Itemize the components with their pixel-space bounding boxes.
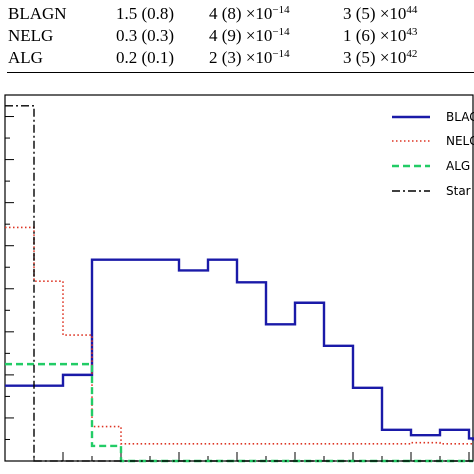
data-table: BLAGN 1.5 (0.8) 4 (8) ×10−14 3 (5) ×1044… <box>0 0 474 75</box>
series-line-blagn <box>5 258 474 441</box>
axis-ticks <box>4 94 470 462</box>
cell-col3: 3 (5) ×1044 <box>343 4 418 23</box>
cell-col1: 1.5 (0.8) <box>116 4 175 23</box>
table-row: BLAGN 1.5 (0.8) 4 (8) ×10−14 3 (5) ×1044 <box>0 3 474 25</box>
cell-col2: 4 (9) ×10−14 <box>209 26 290 45</box>
cell-col1: 0.2 (0.1) <box>116 48 175 67</box>
table-row: ALG 0.2 (0.1) 2 (3) ×10−14 3 (5) ×1042 <box>0 47 474 69</box>
cell-class: ALG <box>8 48 43 67</box>
legend-label: NELG <box>446 134 474 148</box>
table-row: NELG 0.3 (0.3) 4 (9) ×10−14 1 (6) ×1043 <box>0 25 474 47</box>
plot-frame <box>4 94 474 462</box>
series-line-nelg <box>5 226 473 445</box>
cell-col3: 1 (6) ×1043 <box>343 26 418 45</box>
cell-col3: 3 (5) ×1042 <box>343 48 418 67</box>
legend-label: ALG <box>446 159 470 173</box>
cell-col2: 4 (8) ×10−14 <box>209 4 290 23</box>
legend-label: BLAGN <box>446 110 474 124</box>
cell-col2: 2 (3) ×10−14 <box>209 48 290 67</box>
table-rule-bottom <box>7 72 474 73</box>
cell-class: BLAGN <box>8 4 67 23</box>
cell-class: NELG <box>8 26 54 45</box>
cell-col1: 0.3 (0.3) <box>116 26 175 45</box>
series-line-star <box>5 105 473 462</box>
series-line-alg <box>5 362 473 463</box>
series-layer <box>5 105 474 463</box>
legend: BLAGN NELG ALG Star <box>392 110 474 198</box>
legend-label: Star <box>446 184 471 198</box>
